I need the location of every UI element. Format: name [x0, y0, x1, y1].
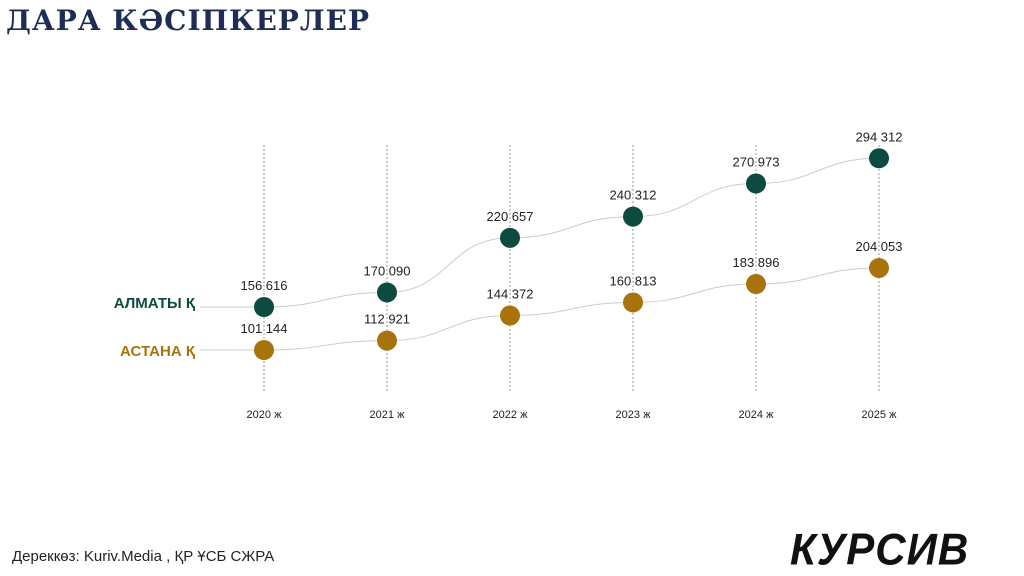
- data-point: [254, 297, 274, 317]
- data-point: [500, 227, 520, 248]
- data-label: 294 312: [856, 129, 903, 144]
- legend-label: АСТАНА Қ: [120, 343, 196, 360]
- data-label: 183 896: [733, 255, 780, 270]
- x-tick-label: 2021 ж: [370, 409, 406, 421]
- data-label: 101 144: [241, 321, 288, 336]
- data-point: [869, 148, 889, 169]
- source-note: Дереккөз: Kuriv.Media , ҚР ҰСБ СЖРА: [12, 548, 275, 565]
- data-point: [377, 282, 397, 303]
- x-tick-label: 2020 ж: [247, 409, 283, 421]
- data-label: 220 657: [487, 209, 534, 224]
- data-point: [254, 340, 274, 360]
- data-label: 204 053: [856, 239, 903, 254]
- legend-label: АЛМАТЫ Қ: [114, 295, 196, 312]
- data-label: 270 973: [733, 154, 780, 169]
- series-line: [200, 157, 880, 308]
- data-point: [746, 173, 766, 194]
- data-label: 170 090: [364, 263, 411, 278]
- page-title: ДАРА КӘСІПКЕРЛЕР: [6, 4, 371, 37]
- x-tick-label: 2022 ж: [493, 409, 529, 421]
- data-label: 240 312: [610, 188, 657, 203]
- data-label: 156 616: [241, 278, 288, 293]
- data-point: [500, 305, 520, 326]
- x-tick-label: 2024 ж: [739, 409, 775, 421]
- x-tick-label: 2025 ж: [862, 409, 898, 421]
- x-tick-label: 2023 ж: [616, 409, 652, 421]
- data-label: 112 921: [364, 312, 410, 327]
- brand-logo: КУРСИВ: [790, 524, 970, 575]
- data-point: [623, 292, 643, 313]
- data-point: [746, 274, 766, 295]
- data-point: [869, 257, 889, 278]
- data-label: 144 372: [487, 287, 534, 302]
- data-point: [623, 206, 643, 227]
- data-label: 160 813: [610, 273, 657, 288]
- data-point: [377, 330, 397, 351]
- series-line: [200, 267, 880, 351]
